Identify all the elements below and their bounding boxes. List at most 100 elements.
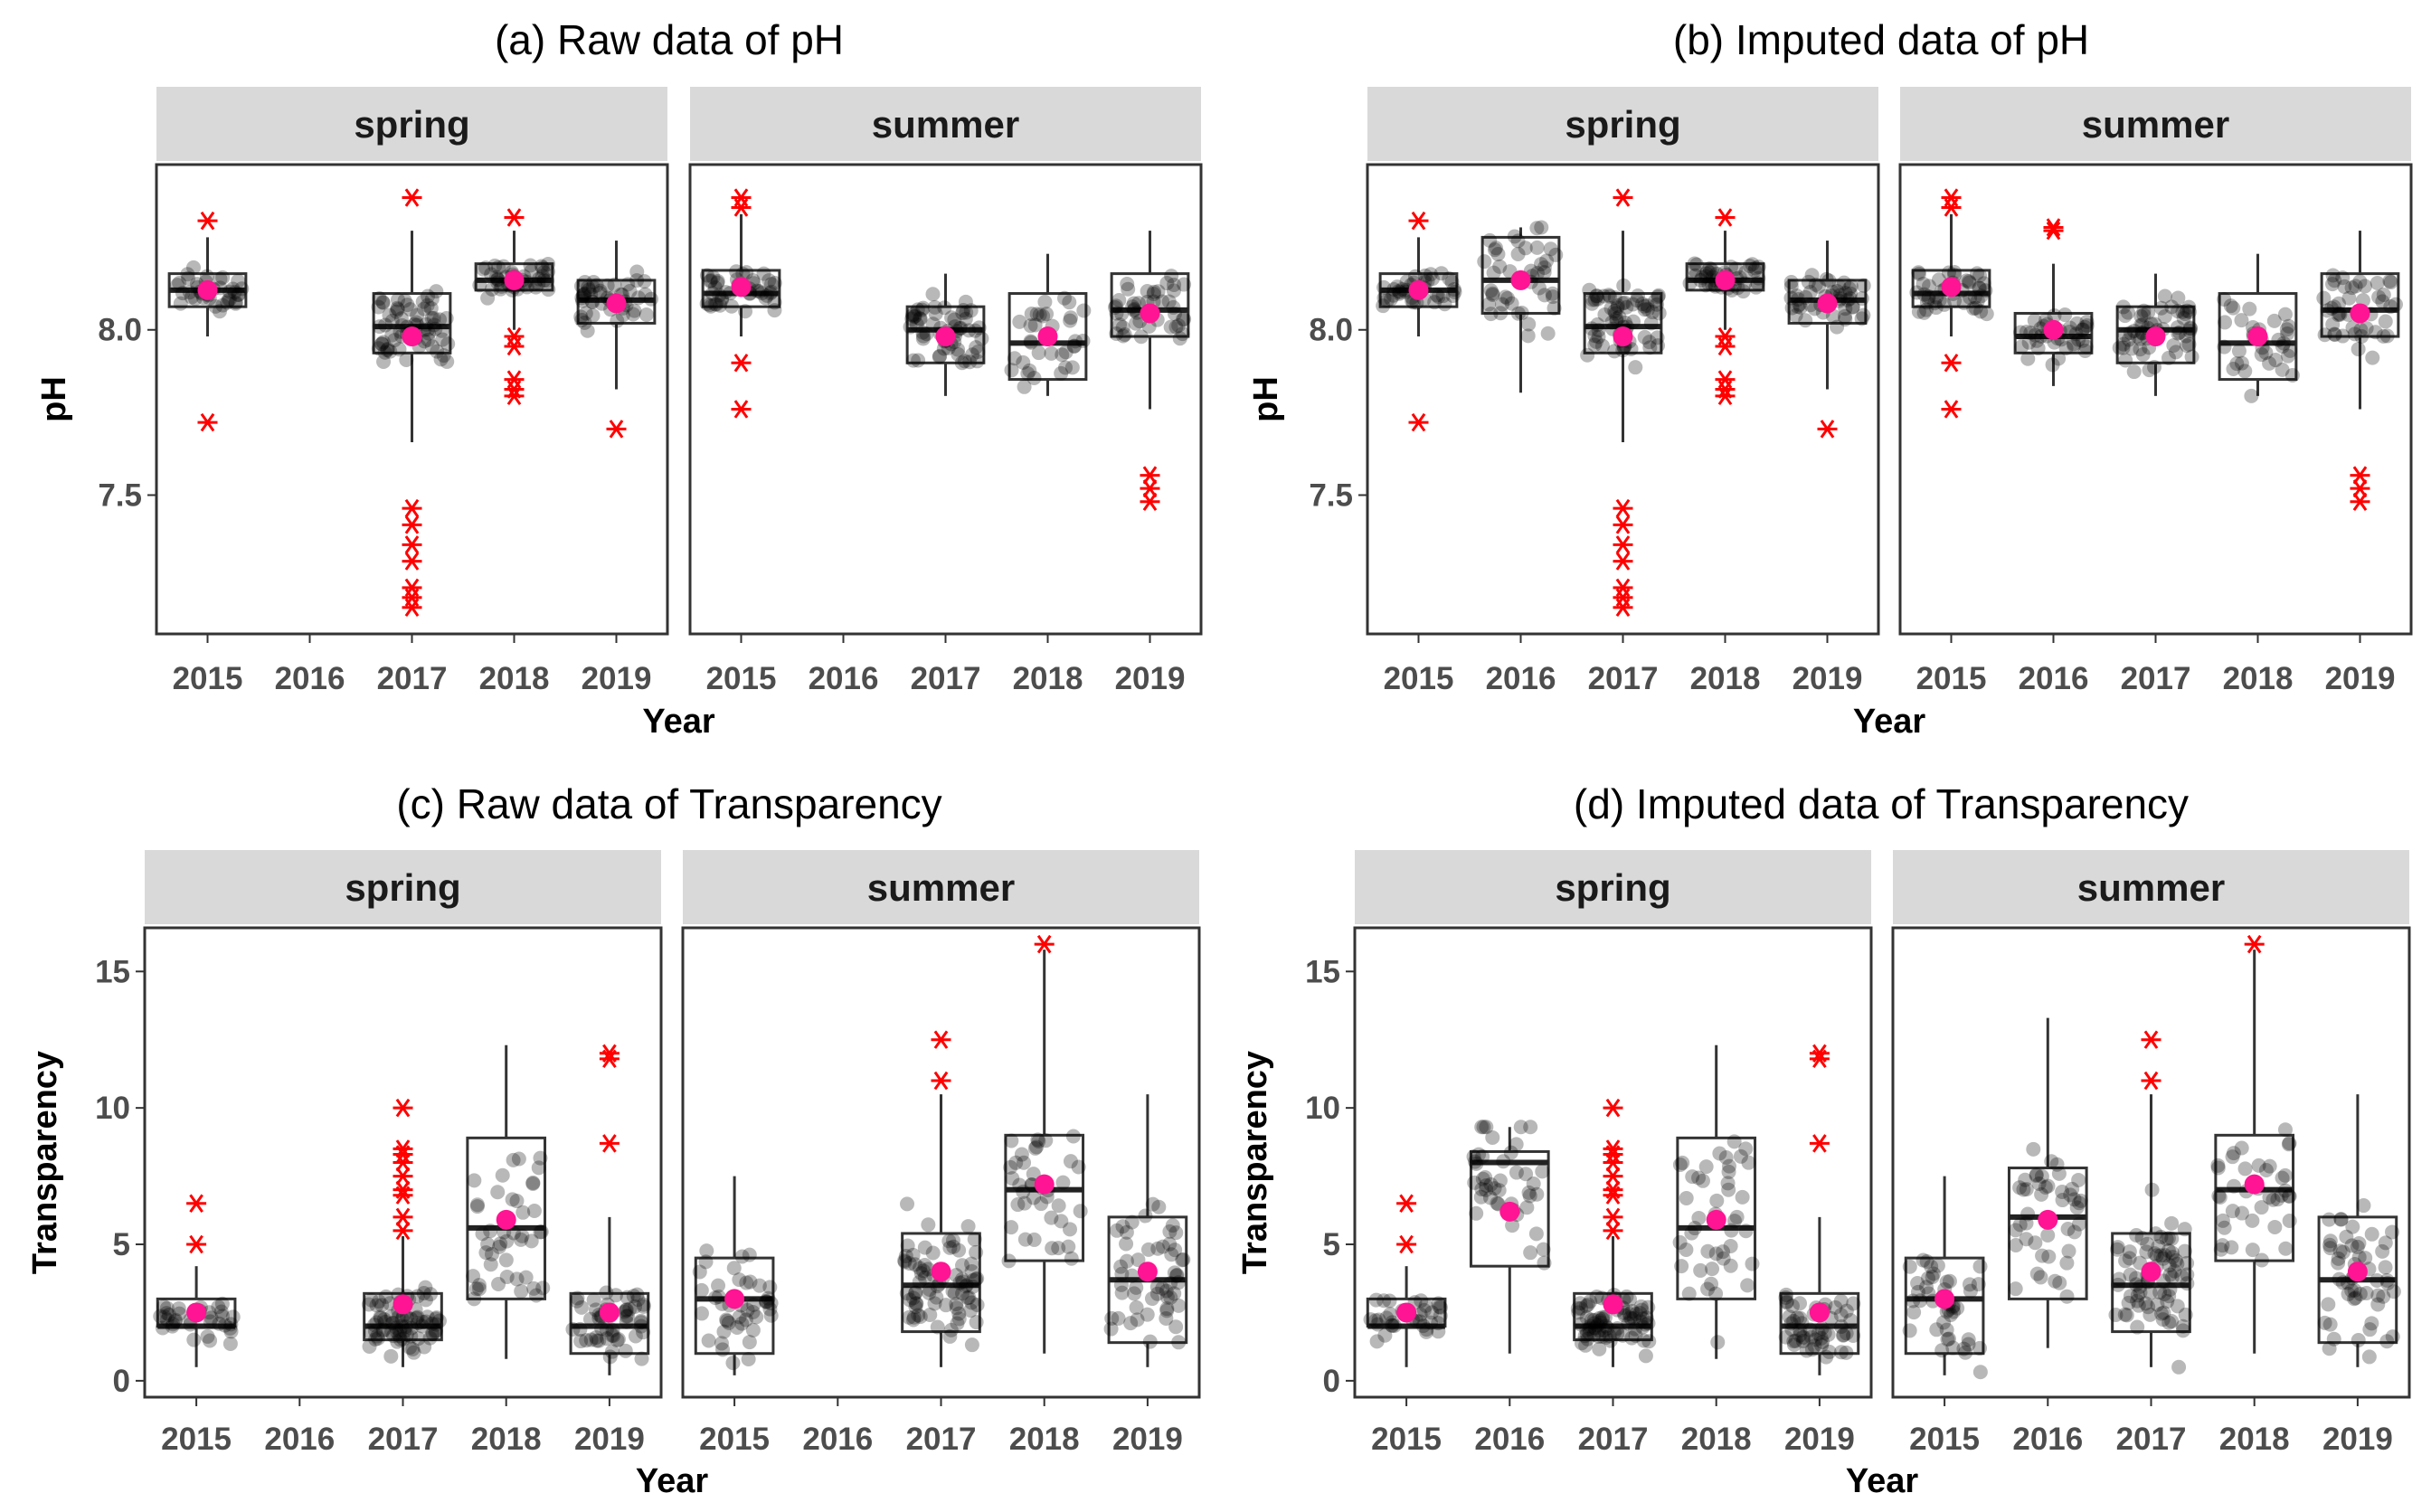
data-point — [2117, 308, 2133, 324]
data-point — [2133, 1285, 2148, 1300]
x-tick-label: 2015 — [1371, 1422, 1442, 1457]
outlier-stroke — [2247, 934, 2262, 954]
data-point — [1962, 275, 1977, 290]
data-point — [1498, 289, 1513, 305]
data-point — [1687, 256, 1702, 271]
chart-title: (c) Raw data of Transparency — [396, 780, 941, 827]
data-point — [719, 1313, 734, 1328]
data-point — [1435, 288, 1451, 304]
data-point — [1150, 1241, 1166, 1256]
data-point — [1005, 1171, 1020, 1186]
y-tick-label: 5 — [1323, 1227, 1340, 1262]
data-point — [2031, 1176, 2047, 1191]
x-tick-label: 2015 — [1909, 1422, 1980, 1457]
data-point — [374, 336, 390, 352]
data-point — [1063, 313, 1078, 328]
data-point — [1586, 1327, 1602, 1342]
data-point — [1155, 294, 1170, 309]
data-point — [1702, 260, 1717, 276]
mean-point — [606, 293, 627, 314]
data-point — [1579, 1322, 1594, 1337]
data-point — [906, 309, 922, 325]
outlier-marker — [1715, 208, 1736, 227]
outlier-marker — [402, 515, 422, 534]
data-point — [1750, 276, 1765, 291]
outlier-stroke — [1820, 420, 1835, 439]
data-point — [1778, 1290, 1793, 1305]
data-point — [371, 299, 386, 315]
data-point — [575, 288, 591, 304]
data-point — [2281, 318, 2296, 334]
data-point — [2322, 1317, 2338, 1332]
data-point — [2151, 1239, 2166, 1254]
data-point — [1419, 1324, 1434, 1339]
data-point — [534, 1224, 549, 1240]
data-point — [421, 332, 436, 347]
data-point — [1126, 296, 1141, 311]
data-point — [2251, 1158, 2266, 1173]
data-point — [1679, 1242, 1694, 1257]
y-tick-label: 0 — [113, 1364, 130, 1399]
data-point — [2175, 304, 2190, 319]
data-point — [1386, 281, 1402, 297]
outlier-marker — [1613, 535, 1633, 554]
data-point — [955, 305, 970, 320]
x-tick-label: 2019 — [1112, 1422, 1183, 1457]
data-point — [1594, 1311, 1610, 1327]
outlier-marker — [393, 1098, 413, 1118]
data-point — [2379, 328, 2395, 344]
data-point — [763, 277, 779, 292]
data-point — [1580, 1297, 1595, 1312]
data-point — [916, 328, 932, 344]
data-point — [1520, 328, 1536, 344]
data-point — [200, 1328, 215, 1344]
data-point — [1925, 1270, 1940, 1285]
facet-strip — [145, 850, 661, 924]
data-point — [1017, 379, 1032, 394]
box-body — [2013, 311, 2094, 354]
data-point — [1709, 1193, 1725, 1208]
data-point — [699, 296, 714, 311]
outlier-stroke — [602, 1049, 617, 1069]
data-point — [1939, 1274, 1954, 1290]
x-tick-label: 2018 — [1681, 1422, 1752, 1457]
data-point — [1593, 1313, 1608, 1328]
data-point — [1790, 1310, 1805, 1326]
data-point — [367, 1323, 383, 1338]
data-point — [1485, 286, 1500, 301]
data-point — [1616, 278, 1632, 293]
data-point — [2361, 1349, 2377, 1365]
data-point — [2376, 1289, 2391, 1304]
outlier-stroke — [1142, 492, 1158, 512]
mean-point — [1715, 269, 1736, 290]
data-point — [919, 326, 934, 342]
data-point — [1808, 1332, 1823, 1347]
data-point — [215, 269, 231, 285]
outlier-marker — [504, 208, 525, 227]
data-point — [2266, 313, 2282, 328]
data-point — [703, 298, 718, 314]
data-point — [424, 291, 440, 307]
data-point — [2018, 1172, 2033, 1187]
data-point — [1643, 316, 1659, 331]
data-point — [1369, 1334, 1385, 1349]
data-point — [694, 1306, 709, 1321]
data-point — [2242, 301, 2257, 317]
outlier-marker — [2350, 492, 2370, 512]
data-point — [2157, 1287, 2172, 1302]
data-point — [916, 1263, 932, 1279]
x-tick-label: 2016 — [1474, 1422, 1545, 1457]
data-point — [202, 1305, 217, 1320]
data-point — [1051, 1241, 1066, 1256]
data-point — [167, 1314, 183, 1329]
data-point — [760, 1294, 775, 1309]
box-body — [701, 269, 781, 308]
data-point — [2136, 307, 2152, 323]
data-point — [911, 1308, 926, 1323]
data-point — [2164, 299, 2180, 315]
data-point — [932, 349, 947, 364]
data-point — [2237, 364, 2253, 379]
outlier-stroke — [1717, 336, 1733, 356]
data-point — [957, 354, 972, 369]
data-point — [533, 1224, 548, 1240]
